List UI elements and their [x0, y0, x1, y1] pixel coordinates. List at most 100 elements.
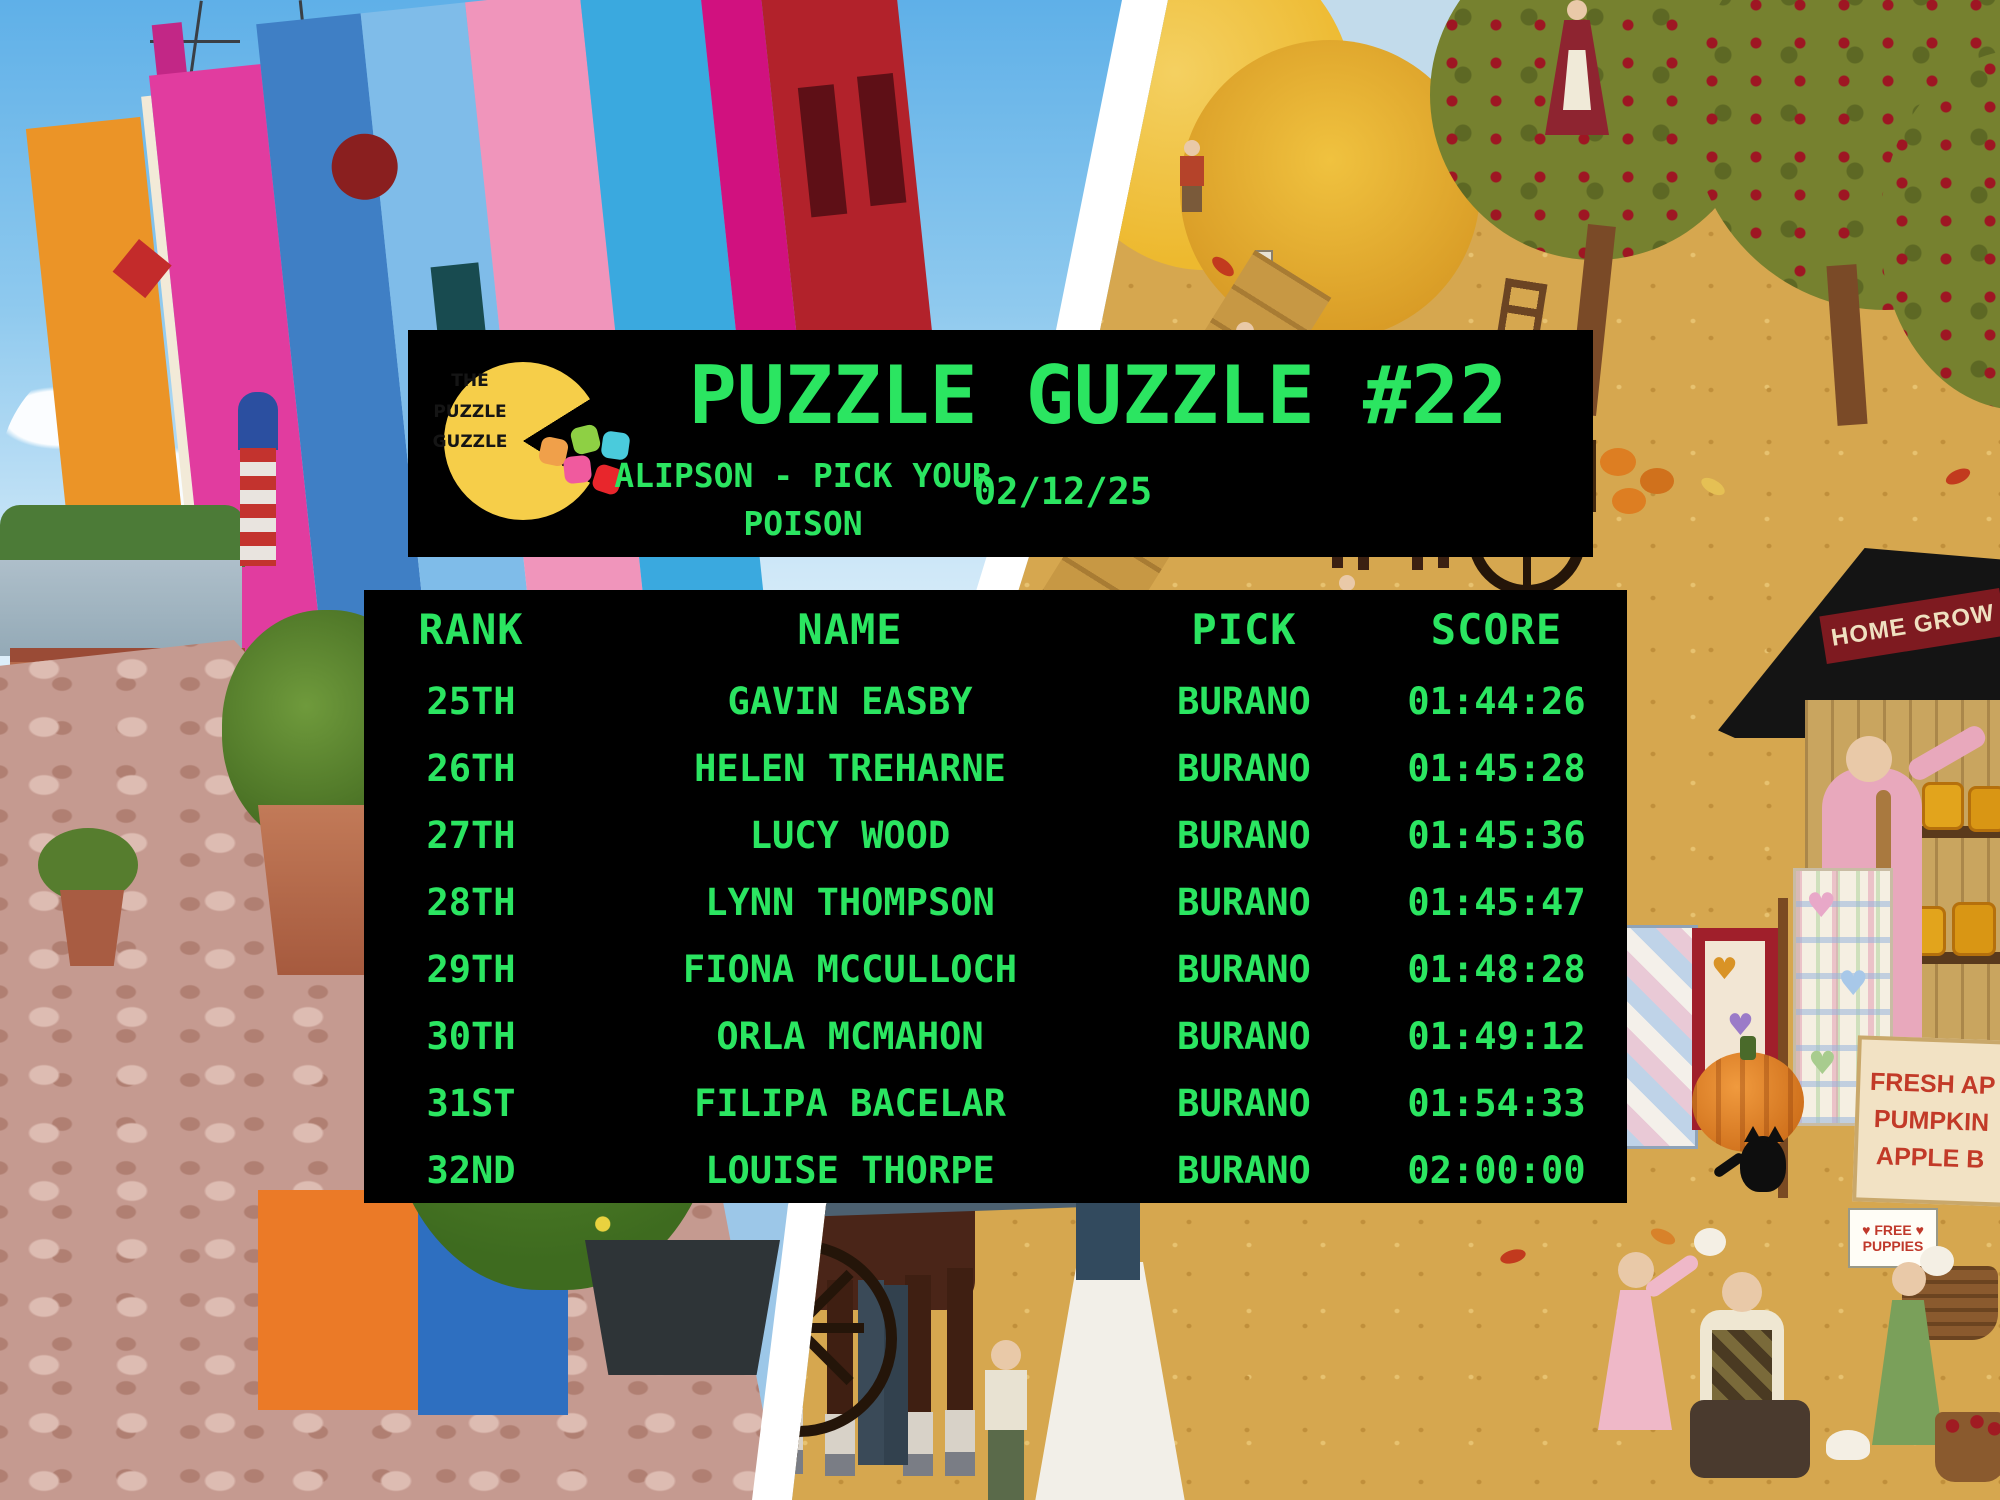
apple-bushel: [1935, 1412, 2000, 1482]
black-cat: [1740, 1136, 1786, 1192]
produce-sign-line: FRESH AP: [1869, 1067, 1996, 1100]
autumn-leaf: [1698, 474, 1728, 499]
logo-line-puzzle: PUZZLE: [433, 401, 507, 422]
small-pot: [60, 890, 124, 966]
mooring-post-stripes: [240, 448, 276, 566]
pumpkin: [1612, 488, 1646, 514]
autumn-leaf: [1498, 1246, 1528, 1267]
logo-line-guzzle: GUZZLE: [432, 432, 508, 453]
rank-cell: 28TH: [426, 881, 516, 924]
rank-cell: 30TH: [426, 1015, 516, 1058]
autumn-leaf: [1943, 465, 1973, 488]
girl-pink-dress: [1598, 1290, 1672, 1430]
pick-cell: BURANO: [1177, 1015, 1311, 1058]
produce-sign-line: PUMPKIN: [1873, 1104, 1990, 1137]
name-cell: LUCY WOOD: [749, 814, 951, 857]
woman-pink-head: [1846, 736, 1892, 782]
rank-cell: 29TH: [426, 948, 516, 991]
puzzle-date: 02/12/25: [973, 470, 1153, 513]
produce-sign-line: APPLE B: [1875, 1141, 1985, 1174]
heart-icon: ♥: [1915, 1222, 1924, 1238]
logo-line-the: THE: [451, 371, 489, 391]
dark-planter: [585, 1240, 780, 1375]
preserve-jar: [1922, 782, 1964, 830]
rank-cell: 26TH: [426, 747, 516, 790]
patchwork-quilt-blue-pink: [1616, 925, 1698, 1149]
heart-icon: ♥: [1838, 964, 1869, 1004]
small-shrub: [38, 828, 138, 902]
rank-cell: 31ST: [426, 1082, 516, 1125]
rank-cell: 32ND: [426, 1149, 516, 1192]
name-cell: GAVIN EASBY: [727, 680, 973, 723]
horse-hoof: [792, 1450, 803, 1474]
cat-ear: [1744, 1126, 1762, 1142]
heart-icon: ♥: [1862, 1222, 1871, 1238]
quilt-rack-pole: [1778, 898, 1788, 1198]
score-cell: 01:45:47: [1407, 881, 1586, 924]
heart-icon: ♥: [1808, 1044, 1837, 1082]
woman-white-top: [1076, 1200, 1140, 1280]
horse-hoof: [945, 1452, 975, 1476]
pumpkin: [1640, 468, 1674, 494]
name-cell: FILIPA BACELAR: [694, 1082, 1006, 1125]
small-dog: [1826, 1430, 1870, 1460]
mooring-post-cap: [238, 392, 278, 450]
score-cell: 02:00:00: [1407, 1149, 1586, 1192]
header-panel: THE PUZZLE GUZZLE PUZZLE GUZZLE #22 ALIP…: [408, 330, 1593, 557]
cat-ear: [1766, 1126, 1784, 1142]
puzzle-subtitle: ALIPSON - PICK YOUR POISON: [614, 456, 992, 543]
woman-white-skirt: [1035, 1262, 1185, 1500]
pumpkin-stem: [1740, 1036, 1756, 1060]
heart-icon: ♥: [1727, 1008, 1754, 1043]
autumn-leaf: [1648, 1225, 1678, 1248]
kneeling-man-legs: [1690, 1400, 1810, 1478]
score-cell: 01:54:33: [1407, 1082, 1586, 1125]
held-puppy: [1694, 1228, 1726, 1256]
pick-cell: BURANO: [1177, 1082, 1311, 1125]
score-cell: 01:45:28: [1407, 747, 1586, 790]
rank-cell: 27TH: [426, 814, 516, 857]
column-header-score: SCORE: [1430, 604, 1563, 654]
preserve-jar: [1952, 902, 1996, 956]
tv-antenna: [150, 40, 240, 43]
score-cell: 01:45:36: [1407, 814, 1586, 857]
pick-cell: BURANO: [1177, 881, 1311, 924]
name-cell: FIONA MCCULLOCH: [682, 948, 1018, 991]
house-base-orange: [258, 1190, 418, 1410]
pick-cell: BURANO: [1177, 747, 1311, 790]
column-header-name: NAME: [797, 604, 903, 654]
argyle-vest: [1712, 1330, 1772, 1400]
pick-cell: BURANO: [1177, 680, 1311, 723]
score-cell: 01:44:26: [1407, 680, 1586, 723]
rank-cell: 25TH: [426, 680, 516, 723]
name-cell: HELEN TREHARNE: [694, 747, 1006, 790]
free-puppies-label-line1: FREE: [1874, 1222, 1912, 1238]
puppy: [1920, 1246, 1954, 1276]
lagoon-water: [0, 560, 242, 656]
heart-icon: ♥: [1711, 952, 1738, 987]
preserve-jar: [1968, 786, 2000, 832]
page-title: PUZZLE GUZZLE #22: [688, 349, 1508, 442]
name-cell: ORLA MCMAHON: [716, 1015, 984, 1058]
heart-icon: ♥: [1806, 886, 1837, 926]
kneeling-man-head: [1722, 1272, 1762, 1312]
pumpkin: [1600, 448, 1636, 476]
pick-cell: BURANO: [1177, 1149, 1311, 1192]
name-cell: LYNN THOMPSON: [705, 881, 995, 924]
horse-hoof: [903, 1454, 933, 1476]
distant-trees: [0, 505, 245, 567]
score-cell: 01:49:12: [1407, 1015, 1586, 1058]
pick-cell: BURANO: [1177, 948, 1311, 991]
column-header-pick: PICK: [1191, 604, 1297, 654]
free-puppies-label-line2: PUPPIES: [1862, 1238, 1924, 1254]
leaderboard-table: RANK NAME PICK SCORE 25TH GAVIN EASBY BU…: [364, 590, 1627, 1203]
logo-wordmark: THE PUZZLE GUZZLE: [422, 366, 518, 458]
column-header-rank: RANK: [418, 604, 524, 654]
horse-hoof: [825, 1454, 855, 1476]
girl-green-head: [1892, 1262, 1926, 1296]
horse-white-sock: [903, 1412, 933, 1456]
score-cell: 01:48:28: [1407, 948, 1586, 991]
name-cell: LOUISE THORPE: [705, 1149, 995, 1192]
horse-white-sock: [945, 1410, 975, 1454]
